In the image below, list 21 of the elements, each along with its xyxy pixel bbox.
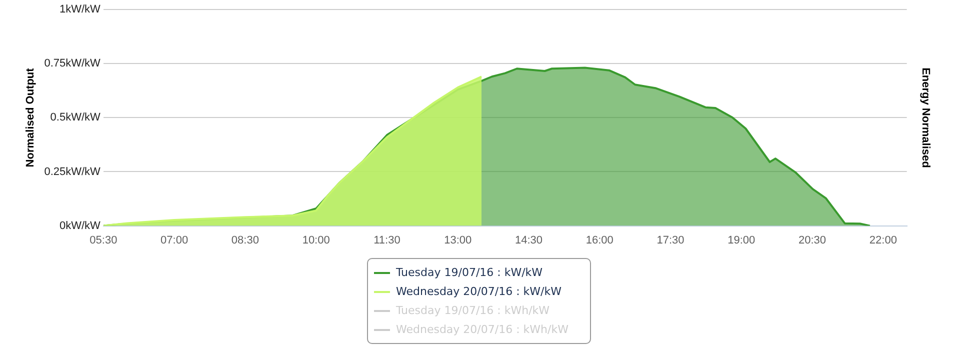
x-tick-label: 08:30 <box>231 234 259 246</box>
x-tick-label: 20:30 <box>798 234 826 246</box>
x-tick-label: 13:00 <box>444 234 472 246</box>
y-tick-label: 0.75kW/kW <box>44 58 102 70</box>
legend-label: Wednesday 20/07/16 : kW/kW <box>396 285 562 298</box>
y-tick-label: 0kW/kW <box>59 220 102 232</box>
x-tick-label: 22:00 <box>869 234 897 246</box>
y-axis-title: Normalised Output <box>24 68 37 168</box>
x-tick-label: 05:30 <box>90 234 118 246</box>
x-tick-label: 10:00 <box>302 234 330 246</box>
x-tick-label: 16:00 <box>586 234 614 246</box>
y-tick-label: 0.5kW/kW <box>50 112 102 124</box>
y-tick-label: 0.25kW/kW <box>44 166 102 178</box>
y2-axis-title: Energy Normalised <box>919 68 932 168</box>
x-tick-label: 17:30 <box>656 234 684 246</box>
x-tick-label: 14:30 <box>514 234 543 246</box>
x-tick-label: 19:00 <box>728 234 756 246</box>
x-tick-label: 11:30 <box>374 234 400 246</box>
y-tick-label: 1kW/kW <box>59 4 102 16</box>
x-tick-label: 07:00 <box>160 234 188 246</box>
legend-label: Tuesday 19/07/16 : kW/kW <box>396 266 543 279</box>
